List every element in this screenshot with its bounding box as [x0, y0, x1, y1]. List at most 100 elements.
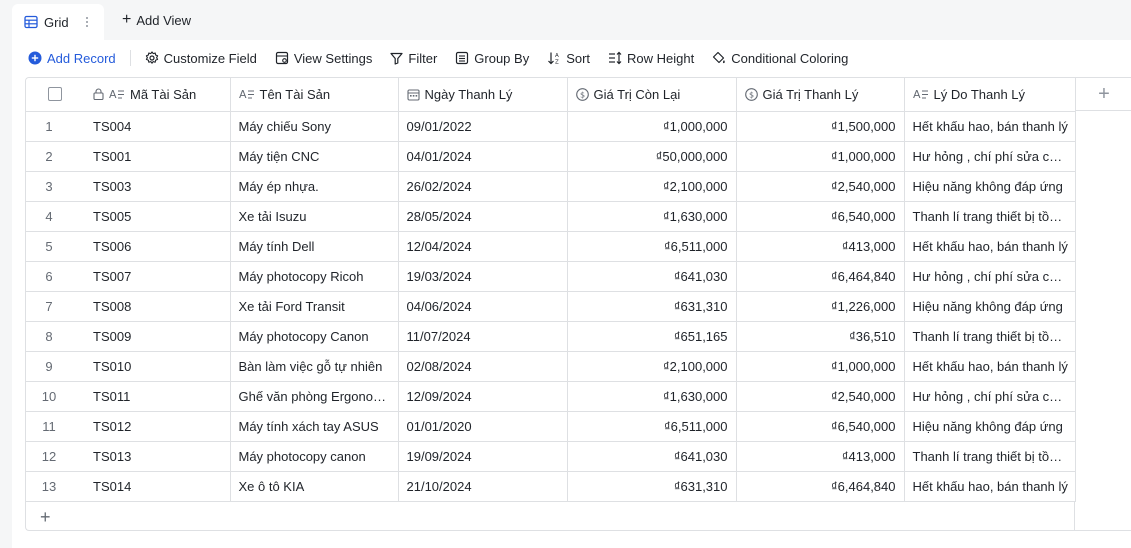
cell-ngay-thanh-ly[interactable]: 02/08/2024 [398, 351, 568, 382]
cell-ten-tai-san[interactable]: Máy ép nhựa. [229, 171, 399, 202]
cell-gia-tri-thanh-ly[interactable]: ₫1,226,000 [736, 291, 905, 322]
cell-ten-tai-san[interactable]: Máy photocopy Ricoh [229, 261, 399, 292]
cell-ly-do-thanh-ly[interactable]: Hư hỏng , chí phí sửa chữa cao [904, 261, 1076, 292]
column-header-ma-tai-san[interactable]: A Mã Tài Sản [85, 78, 231, 112]
cell-gia-tri-thanh-ly[interactable]: ₫413,000 [736, 231, 905, 262]
cell-ngay-thanh-ly[interactable]: 11/07/2024 [398, 321, 568, 352]
cell-ly-do-thanh-ly[interactable]: Thanh lí trang thiết bị tồn kho [904, 441, 1076, 472]
cell-gia-tri-con-lai[interactable]: ₫631,310 [567, 291, 737, 322]
table-row[interactable]: 8 TS009 Máy photocopy Canon 11/07/2024 ₫… [26, 321, 1076, 352]
cell-gia-tri-thanh-ly[interactable]: ₫1,000,000 [736, 351, 905, 382]
column-header-gia-tri-thanh-ly[interactable]: $ Giá Trị Thanh Lý [736, 78, 905, 112]
cell-ngay-thanh-ly[interactable]: 26/02/2024 [398, 171, 568, 202]
table-row[interactable]: 4 TS005 Xe tải Isuzu 28/05/2024 ₫1,630,0… [26, 201, 1076, 232]
cell-ma-tai-san[interactable]: TS006 [85, 231, 231, 262]
cell-ly-do-thanh-ly[interactable]: Hiệu năng không đáp ứng [904, 411, 1076, 442]
column-header-ngay-thanh-ly[interactable]: Ngày Thanh Lý [398, 78, 568, 112]
cell-ly-do-thanh-ly[interactable]: Hiệu năng không đáp ứng [904, 291, 1076, 322]
cell-gia-tri-con-lai[interactable]: ₫1,630,000 [567, 201, 737, 232]
cell-gia-tri-con-lai[interactable]: ₫6,511,000 [567, 231, 737, 262]
cell-gia-tri-thanh-ly[interactable]: ₫1,500,000 [736, 111, 905, 142]
sort-button[interactable]: A Z Sort [547, 46, 590, 70]
conditional-coloring-button[interactable]: Conditional Coloring [712, 46, 848, 70]
cell-gia-tri-con-lai[interactable]: ₫1,630,000 [567, 381, 737, 412]
cell-ten-tai-san[interactable]: Ghế văn phòng Ergonomic [229, 381, 399, 412]
cell-ma-tai-san[interactable]: TS011 [85, 381, 231, 412]
cell-ten-tai-san[interactable]: Máy tính xách tay ASUS [229, 411, 399, 442]
cell-ngay-thanh-ly[interactable]: 04/06/2024 [398, 291, 568, 322]
cell-ngay-thanh-ly[interactable]: 04/01/2024 [398, 141, 568, 172]
table-row[interactable]: 10 TS011 Ghế văn phòng Ergonomic 12/09/2… [26, 381, 1076, 412]
row-height-button[interactable]: Row Height [608, 46, 694, 70]
cell-ngay-thanh-ly[interactable]: 19/03/2024 [398, 261, 568, 292]
cell-ma-tai-san[interactable]: TS007 [85, 261, 231, 292]
cell-gia-tri-thanh-ly[interactable]: ₫6,464,840 [736, 261, 905, 292]
more-vertical-icon[interactable] [82, 13, 92, 31]
cell-gia-tri-con-lai[interactable]: ₫1,000,000 [567, 111, 737, 142]
cell-ma-tai-san[interactable]: TS013 [85, 441, 231, 472]
table-row[interactable]: 2 TS001 Máy tiện CNC 04/01/2024 ₫50,000,… [26, 141, 1076, 172]
cell-ly-do-thanh-ly[interactable]: Hết khấu hao, bán thanh lý [904, 471, 1076, 502]
cell-ma-tai-san[interactable]: TS001 [85, 141, 231, 172]
cell-ly-do-thanh-ly[interactable]: Hết khấu hao, bán thanh lý [904, 231, 1076, 262]
add-row-button[interactable]: + [26, 502, 1075, 530]
cell-ly-do-thanh-ly[interactable]: Thanh lí trang thiết bị tồn kho [904, 201, 1076, 232]
cell-ma-tai-san[interactable]: TS005 [85, 201, 231, 232]
cell-gia-tri-thanh-ly[interactable]: ₫413,000 [736, 441, 905, 472]
cell-gia-tri-con-lai[interactable]: ₫2,100,000 [567, 171, 737, 202]
column-header-ly-do-thanh-ly[interactable]: A Lý Do Thanh Lý [904, 78, 1076, 112]
cell-ten-tai-san[interactable]: Máy chiếu Sony [229, 111, 399, 142]
cell-ngay-thanh-ly[interactable]: 12/09/2024 [398, 381, 568, 412]
cell-ma-tai-san[interactable]: TS014 [85, 471, 231, 502]
cell-gia-tri-thanh-ly[interactable]: ₫6,540,000 [736, 201, 905, 232]
table-row[interactable]: 7 TS008 Xe tải Ford Transit 04/06/2024 ₫… [26, 291, 1076, 322]
cell-ly-do-thanh-ly[interactable]: Hết khấu hao, bán thanh lý [904, 351, 1076, 382]
column-header-ten-tai-san[interactable]: A Tên Tài Sản [229, 78, 399, 112]
cell-gia-tri-thanh-ly[interactable]: ₫6,464,840 [736, 471, 905, 502]
cell-ly-do-thanh-ly[interactable]: Thanh lí trang thiết bị tồn kho [904, 321, 1076, 352]
select-all-checkbox[interactable] [48, 87, 62, 102]
cell-gia-tri-thanh-ly[interactable]: ₫36,510 [736, 321, 905, 352]
cell-ten-tai-san[interactable]: Máy tiện CNC [229, 141, 399, 172]
cell-ten-tai-san[interactable]: Máy photocopy Canon [229, 321, 399, 352]
tab-grid[interactable]: Grid [12, 4, 104, 40]
cell-gia-tri-con-lai[interactable]: ₫651,165 [567, 321, 737, 352]
cell-ly-do-thanh-ly[interactable]: Hư hỏng , chí phí sửa chữa cao [904, 381, 1076, 412]
cell-ten-tai-san[interactable]: Bàn làm việc gỗ tự nhiên [229, 351, 399, 382]
cell-ngay-thanh-ly[interactable]: 01/01/2020 [398, 411, 568, 442]
cell-gia-tri-thanh-ly[interactable]: ₫1,000,000 [736, 141, 905, 172]
cell-ngay-thanh-ly[interactable]: 21/10/2024 [398, 471, 568, 502]
cell-ma-tai-san[interactable]: TS009 [85, 321, 231, 352]
cell-gia-tri-con-lai[interactable]: ₫2,100,000 [567, 351, 737, 382]
cell-gia-tri-con-lai[interactable]: ₫631,310 [567, 471, 737, 502]
cell-gia-tri-con-lai[interactable]: ₫50,000,000 [567, 141, 737, 172]
cell-ten-tai-san[interactable]: Xe ô tô KIA [229, 471, 399, 502]
cell-ma-tai-san[interactable]: TS008 [85, 291, 231, 322]
cell-ma-tai-san[interactable]: TS012 [85, 411, 231, 442]
group-by-button[interactable]: Group By [455, 46, 529, 70]
filter-button[interactable]: Filter [390, 46, 437, 70]
cell-gia-tri-thanh-ly[interactable]: ₫2,540,000 [736, 381, 905, 412]
cell-gia-tri-thanh-ly[interactable]: ₫6,540,000 [736, 411, 905, 442]
add-view-button[interactable]: + Add View [122, 11, 191, 29]
table-row[interactable]: 1 TS004 Máy chiếu Sony 09/01/2022 ₫1,000… [26, 111, 1076, 142]
cell-ngay-thanh-ly[interactable]: 28/05/2024 [398, 201, 568, 232]
add-record-button[interactable]: Add Record [28, 46, 116, 70]
cell-ten-tai-san[interactable]: Máy photocopy canon [229, 441, 399, 472]
cell-ngay-thanh-ly[interactable]: 09/01/2022 [398, 111, 568, 142]
table-row[interactable]: 5 TS006 Máy tính Dell 12/04/2024 ₫6,511,… [26, 231, 1076, 262]
cell-ma-tai-san[interactable]: TS004 [85, 111, 231, 142]
table-row[interactable]: 9 TS010 Bàn làm việc gỗ tự nhiên 02/08/2… [26, 351, 1076, 382]
cell-ly-do-thanh-ly[interactable]: Hư hỏng , chí phí sửa chữa cao [904, 141, 1076, 172]
cell-gia-tri-con-lai[interactable]: ₫6,511,000 [567, 411, 737, 442]
cell-ma-tai-san[interactable]: TS003 [85, 171, 231, 202]
table-row[interactable]: 11 TS012 Máy tính xách tay ASUS 01/01/20… [26, 411, 1076, 442]
cell-ly-do-thanh-ly[interactable]: Hiệu năng không đáp ứng [904, 171, 1076, 202]
add-column-button[interactable]: + [1076, 78, 1131, 111]
table-row[interactable]: 6 TS007 Máy photocopy Ricoh 19/03/2024 ₫… [26, 261, 1076, 292]
cell-ten-tai-san[interactable]: Xe tải Isuzu [229, 201, 399, 232]
table-row[interactable]: 3 TS003 Máy ép nhựa. 26/02/2024 ₫2,100,0… [26, 171, 1076, 202]
cell-ma-tai-san[interactable]: TS010 [85, 351, 231, 382]
cell-gia-tri-con-lai[interactable]: ₫641,030 [567, 441, 737, 472]
cell-ngay-thanh-ly[interactable]: 19/09/2024 [398, 441, 568, 472]
